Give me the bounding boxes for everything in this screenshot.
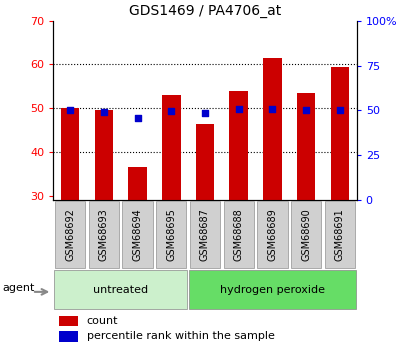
Point — [235, 106, 241, 111]
Bar — [54, 270, 187, 309]
Text: agent: agent — [3, 283, 35, 293]
Bar — [128, 167, 146, 200]
Text: GSM68693: GSM68693 — [99, 208, 109, 261]
Bar — [61, 108, 79, 200]
Point — [201, 110, 208, 116]
Text: untreated: untreated — [93, 285, 148, 295]
Point — [268, 106, 275, 111]
Bar — [195, 124, 214, 200]
Point — [302, 107, 309, 112]
Bar — [122, 201, 153, 268]
Text: count: count — [86, 316, 118, 326]
Bar — [330, 67, 348, 200]
Point — [67, 108, 73, 113]
Bar — [189, 201, 220, 268]
Text: GSM68692: GSM68692 — [65, 208, 75, 261]
Text: percentile rank within the sample: percentile rank within the sample — [86, 332, 274, 341]
Text: GSM68691: GSM68691 — [334, 208, 344, 261]
Text: GSM68695: GSM68695 — [166, 208, 176, 261]
Text: GSM68690: GSM68690 — [300, 208, 310, 261]
Bar — [94, 110, 113, 200]
Text: GSM68687: GSM68687 — [200, 208, 209, 261]
Bar — [88, 201, 119, 268]
Text: GSM68688: GSM68688 — [233, 208, 243, 261]
Bar — [59, 316, 77, 326]
Bar — [59, 331, 77, 342]
Bar — [290, 201, 321, 268]
Bar — [55, 201, 85, 268]
Bar — [229, 91, 247, 200]
Point — [100, 109, 107, 115]
Text: GSM68689: GSM68689 — [267, 208, 277, 261]
Bar — [256, 201, 287, 268]
Bar — [156, 201, 186, 268]
Point — [336, 107, 342, 112]
Bar — [189, 270, 355, 309]
Bar — [223, 201, 253, 268]
Title: GDS1469 / PA4706_at: GDS1469 / PA4706_at — [128, 4, 281, 18]
Text: hydrogen peroxide: hydrogen peroxide — [219, 285, 324, 295]
Text: GSM68694: GSM68694 — [132, 208, 142, 261]
Bar — [263, 58, 281, 200]
Bar — [296, 93, 315, 200]
Point — [168, 109, 174, 114]
Point — [134, 116, 141, 121]
Bar — [324, 201, 354, 268]
Bar — [162, 95, 180, 200]
